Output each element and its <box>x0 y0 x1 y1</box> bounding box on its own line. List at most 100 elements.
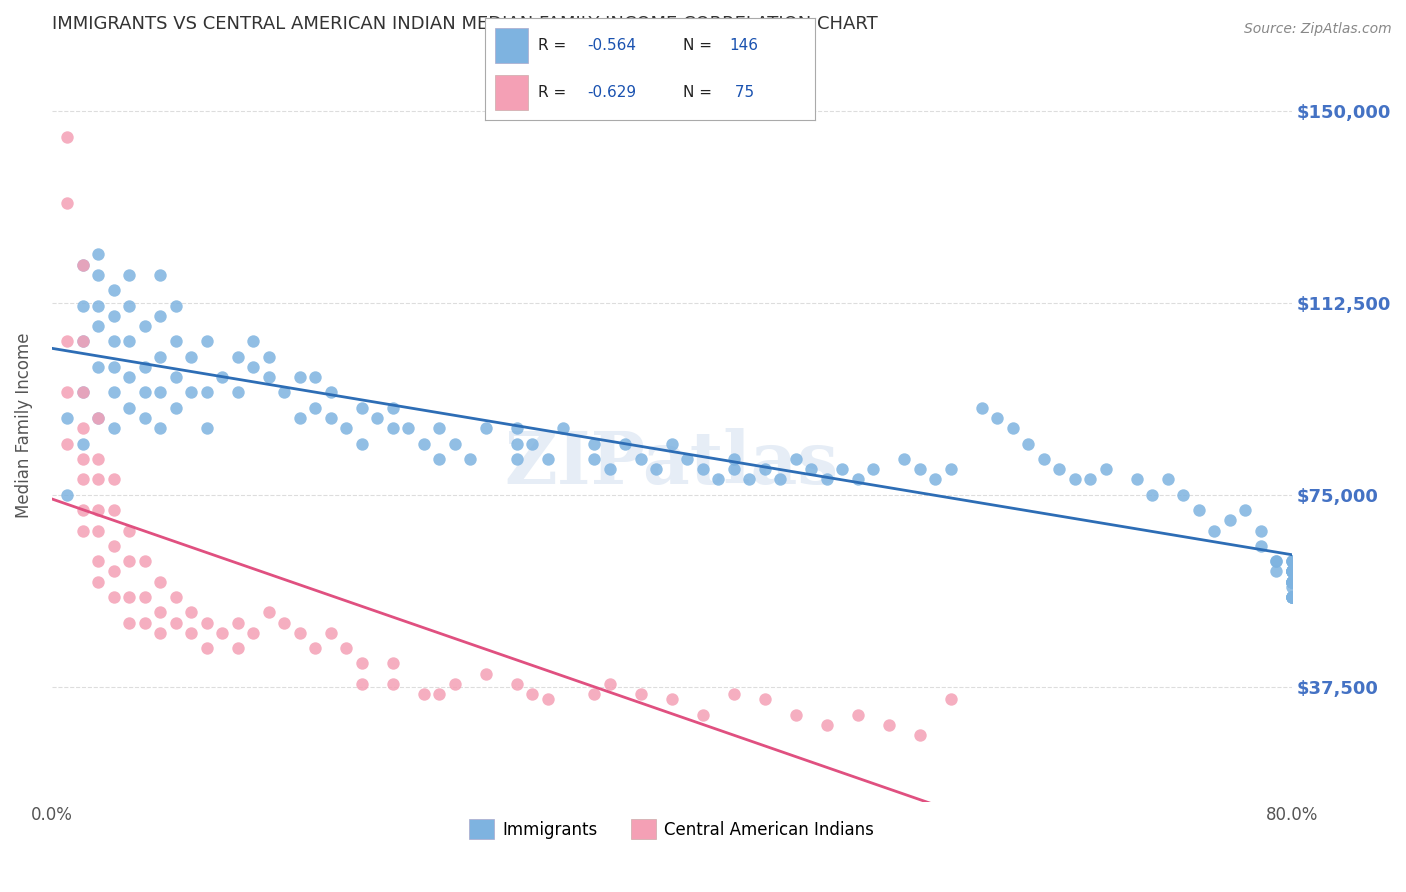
Point <box>103 503 125 517</box>
Point <box>1281 574 1303 589</box>
Point <box>118 370 141 384</box>
Point <box>56 334 79 349</box>
Point <box>723 452 745 467</box>
Point <box>381 677 404 691</box>
Point <box>1281 565 1303 579</box>
Point <box>149 350 172 364</box>
Point <box>754 692 776 706</box>
Point <box>103 590 125 604</box>
Point <box>723 462 745 476</box>
Point <box>1265 554 1288 568</box>
Point <box>103 385 125 400</box>
Point <box>56 196 79 211</box>
Point <box>149 574 172 589</box>
Point <box>118 554 141 568</box>
Point <box>1281 590 1303 604</box>
Point <box>118 615 141 630</box>
Point <box>893 452 915 467</box>
Point <box>1281 565 1303 579</box>
Point <box>134 318 156 333</box>
Point <box>1281 590 1303 604</box>
Point <box>149 625 172 640</box>
Point <box>738 472 761 486</box>
Point <box>211 370 233 384</box>
Point <box>118 299 141 313</box>
Point <box>319 411 342 425</box>
Point <box>103 283 125 297</box>
Point <box>72 452 94 467</box>
Point <box>815 472 838 486</box>
Point <box>553 421 575 435</box>
Point <box>522 436 544 450</box>
Point <box>381 401 404 415</box>
Point <box>103 309 125 323</box>
Point <box>72 385 94 400</box>
Point <box>862 462 884 476</box>
Point <box>257 606 280 620</box>
Point <box>257 350 280 364</box>
Text: R =: R = <box>538 86 571 100</box>
Point <box>1265 565 1288 579</box>
Point <box>939 462 962 476</box>
Point <box>1234 503 1257 517</box>
Point <box>87 524 110 538</box>
Point <box>1281 574 1303 589</box>
Point <box>72 503 94 517</box>
Point <box>319 385 342 400</box>
Point <box>288 411 311 425</box>
Point <box>908 462 931 476</box>
Point <box>1032 452 1054 467</box>
Point <box>165 370 187 384</box>
Text: -0.564: -0.564 <box>588 38 637 53</box>
Point <box>87 472 110 486</box>
Point <box>72 436 94 450</box>
Point <box>506 436 529 450</box>
Point <box>118 334 141 349</box>
Point <box>149 385 172 400</box>
Point <box>908 728 931 742</box>
Point <box>630 452 652 467</box>
Text: N =: N = <box>683 38 717 53</box>
Point <box>645 462 668 476</box>
Point <box>118 268 141 282</box>
Point <box>149 309 172 323</box>
Point <box>1281 565 1303 579</box>
Point <box>939 692 962 706</box>
Point <box>1204 524 1226 538</box>
Point <box>56 411 79 425</box>
Point <box>583 436 606 450</box>
Point <box>304 370 326 384</box>
Point <box>226 350 249 364</box>
Point <box>56 129 79 144</box>
Point <box>103 472 125 486</box>
Point <box>1281 574 1303 589</box>
Point <box>87 411 110 425</box>
Point <box>599 462 621 476</box>
Point <box>630 687 652 701</box>
Text: 75: 75 <box>730 86 754 100</box>
Point <box>72 472 94 486</box>
Point <box>1265 554 1288 568</box>
Point <box>1219 513 1241 527</box>
Point <box>661 692 683 706</box>
Point <box>458 452 481 467</box>
Point <box>1142 488 1164 502</box>
Point <box>103 421 125 435</box>
Point <box>1250 539 1272 553</box>
Point <box>412 436 434 450</box>
Point <box>800 462 823 476</box>
Point <box>288 370 311 384</box>
Point <box>583 687 606 701</box>
Point <box>1078 472 1101 486</box>
Point <box>87 554 110 568</box>
Point <box>149 606 172 620</box>
Point <box>72 334 94 349</box>
Point <box>180 606 202 620</box>
Point <box>134 385 156 400</box>
Point <box>149 268 172 282</box>
Point <box>1281 565 1303 579</box>
Point <box>195 615 218 630</box>
Point <box>195 421 218 435</box>
Point <box>846 472 869 486</box>
Point <box>87 411 110 425</box>
